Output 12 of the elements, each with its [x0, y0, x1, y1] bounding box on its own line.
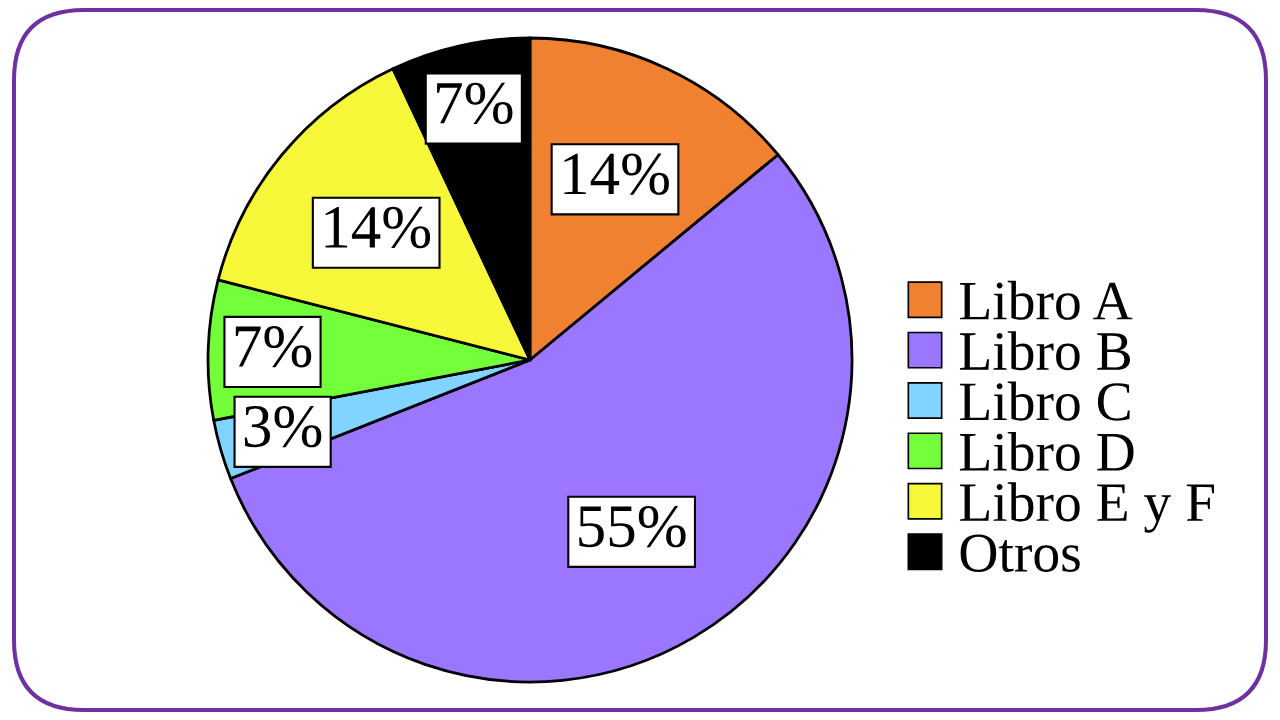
data-label: 55% [579, 505, 686, 548]
data-label: 7% [437, 82, 513, 125]
data-label: 7% [235, 325, 312, 368]
data-label: 14% [325, 206, 431, 249]
legend-label: Libro D [959, 431, 1134, 472]
legend-label: Libro B [959, 331, 1130, 371]
data-label: 3% [244, 405, 322, 448]
data-label: 14% [564, 153, 669, 195]
legend-label: Otros [960, 534, 1080, 572]
legend-label: Libro A [959, 280, 1133, 320]
legend-label: Libro E y F [959, 482, 1215, 533]
legend-label: Libro C [959, 381, 1130, 421]
